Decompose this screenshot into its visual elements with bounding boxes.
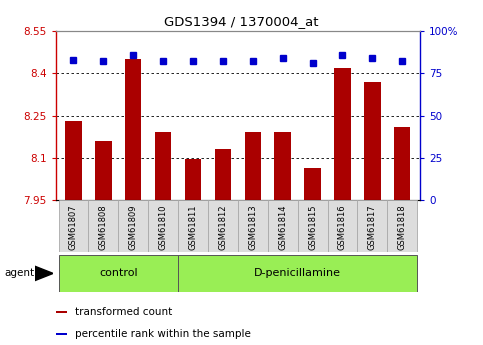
Text: GSM61813: GSM61813 — [248, 204, 257, 250]
Polygon shape — [35, 266, 53, 281]
Bar — [56, 310, 68, 313]
Bar — [364, 82, 381, 200]
Text: D-penicillamine: D-penicillamine — [254, 268, 341, 278]
Bar — [327, 200, 357, 252]
Bar — [58, 255, 178, 292]
Bar — [215, 149, 231, 200]
Bar — [118, 200, 148, 252]
Bar — [88, 200, 118, 252]
Bar — [298, 200, 327, 252]
Bar — [304, 168, 321, 200]
Bar — [244, 132, 261, 200]
Text: percentile rank within the sample: percentile rank within the sample — [75, 329, 251, 339]
Text: GSM61809: GSM61809 — [129, 204, 138, 250]
Text: GSM61808: GSM61808 — [99, 204, 108, 250]
Bar — [56, 333, 68, 335]
Text: transformed count: transformed count — [75, 307, 172, 317]
Bar — [394, 127, 411, 200]
Bar — [387, 200, 417, 252]
Bar — [125, 59, 142, 200]
Bar — [95, 141, 112, 200]
Bar — [155, 132, 171, 200]
Text: GSM61815: GSM61815 — [308, 204, 317, 250]
Text: GSM61816: GSM61816 — [338, 204, 347, 250]
Text: GSM61817: GSM61817 — [368, 204, 377, 250]
Text: GSM61818: GSM61818 — [398, 204, 407, 250]
Bar — [65, 121, 82, 200]
Bar — [178, 200, 208, 252]
Bar — [357, 200, 387, 252]
Bar — [185, 159, 201, 200]
Bar — [268, 200, 298, 252]
Text: GSM61812: GSM61812 — [218, 204, 227, 250]
Bar — [148, 200, 178, 252]
Text: GSM61814: GSM61814 — [278, 204, 287, 250]
Bar — [178, 255, 417, 292]
Text: GSM61811: GSM61811 — [188, 204, 198, 250]
Bar — [208, 200, 238, 252]
Text: GSM61807: GSM61807 — [69, 204, 78, 250]
Text: agent: agent — [5, 268, 35, 278]
Text: GSM61810: GSM61810 — [158, 204, 168, 250]
Bar — [58, 200, 88, 252]
Text: control: control — [99, 268, 138, 278]
Bar — [274, 132, 291, 200]
Bar — [334, 68, 351, 200]
Bar — [238, 200, 268, 252]
Text: GDS1394 / 1370004_at: GDS1394 / 1370004_at — [164, 16, 319, 29]
